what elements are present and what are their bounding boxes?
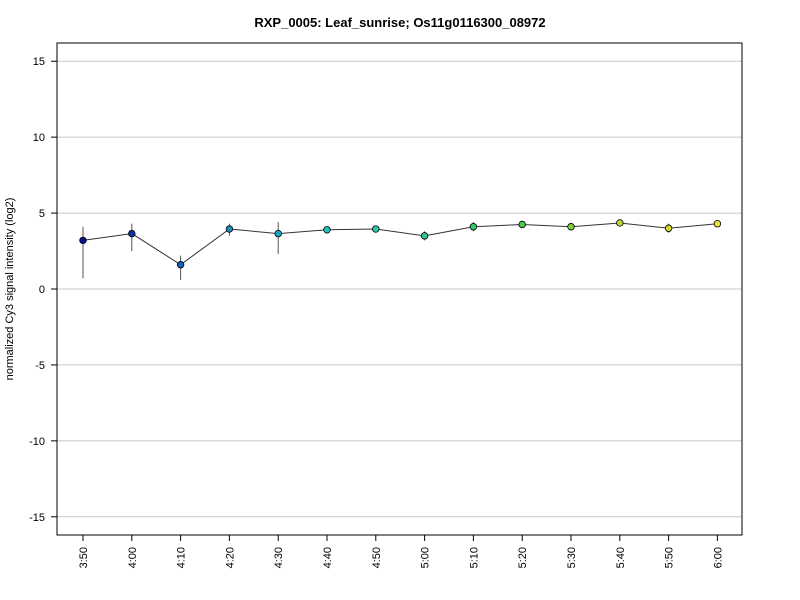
data-point bbox=[274, 229, 282, 238]
y-tick-label: 5 bbox=[39, 208, 45, 220]
data-point bbox=[664, 224, 673, 232]
data-point bbox=[713, 220, 722, 228]
x-tick-label: 4:20 bbox=[224, 547, 236, 568]
x-tick-label: 5:50 bbox=[664, 547, 676, 568]
data-point bbox=[225, 225, 234, 233]
x-tick-label: 4:00 bbox=[127, 547, 139, 568]
data-point bbox=[469, 223, 478, 231]
x-tick-label: 5:40 bbox=[615, 547, 627, 568]
x-axis: 3:50 4:00 4:10 4:20 4:30 4:40 4:50 5:00 5:10 5:20… bbox=[78, 534, 724, 568]
x-tick-label: 5:00 bbox=[420, 547, 432, 568]
x-tick-label: 5:20 bbox=[517, 547, 529, 568]
data-point bbox=[128, 229, 136, 238]
gridlines bbox=[57, 60, 742, 518]
x-tick-label: 3:50 bbox=[78, 547, 90, 568]
x-tick-label: 5:10 bbox=[468, 547, 480, 568]
y-tick-label: -10 bbox=[29, 436, 45, 448]
y-tick-label: 10 bbox=[33, 132, 45, 144]
data-point bbox=[79, 236, 87, 245]
data-point bbox=[323, 226, 331, 234]
y-axis-label: normalized Cy3 signal intensity (log2) bbox=[4, 198, 16, 381]
data-point bbox=[518, 220, 526, 229]
x-tick-label: 5:30 bbox=[566, 547, 578, 568]
chart-title: RXP_0005: Leaf_sunrise; Os11g0116300_089… bbox=[254, 15, 545, 30]
x-tick-label: 4:40 bbox=[322, 547, 334, 568]
x-tick-label: 4:50 bbox=[371, 547, 383, 568]
y-tick-label: -15 bbox=[29, 512, 45, 524]
y-tick-label: 15 bbox=[33, 56, 45, 68]
y-tick-label: 0 bbox=[39, 284, 45, 296]
data-point bbox=[420, 232, 429, 240]
y-axis: 15 10 5 0 -5 -10 -15 bbox=[29, 56, 57, 524]
y-tick-label: -5 bbox=[35, 360, 45, 372]
data-point bbox=[567, 223, 575, 231]
plot-frame bbox=[56, 42, 743, 536]
x-tick-label: 6:00 bbox=[712, 547, 724, 568]
data-point bbox=[372, 225, 380, 233]
data-point bbox=[176, 261, 185, 269]
data-point bbox=[616, 219, 624, 227]
series-line bbox=[82, 222, 718, 266]
x-tick-label: 4:30 bbox=[273, 547, 285, 568]
x-tick-label: 4:10 bbox=[176, 547, 188, 568]
plot-area bbox=[79, 219, 722, 280]
